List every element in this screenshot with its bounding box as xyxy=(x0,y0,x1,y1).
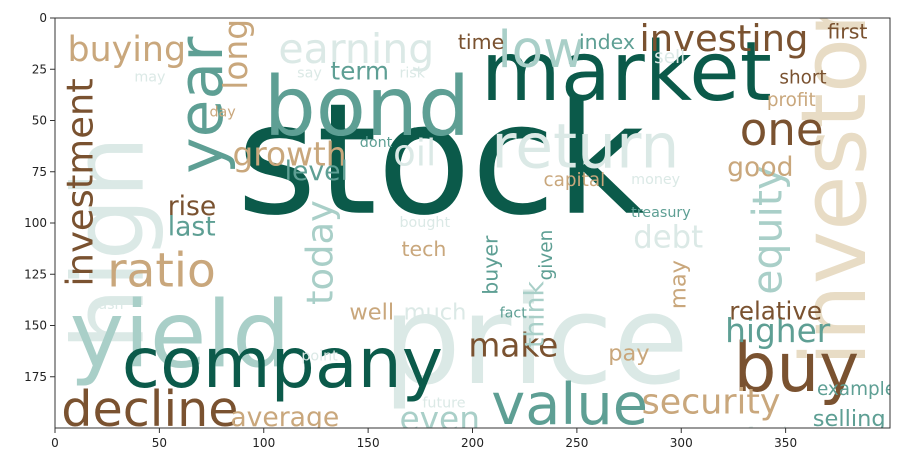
x-tick-label: 100 xyxy=(252,436,275,450)
x-tick-label: 250 xyxy=(565,436,588,450)
word-high: high xyxy=(53,136,167,351)
word-year: year xyxy=(165,36,237,174)
word-investor: investor xyxy=(782,0,887,367)
word-equity: equity xyxy=(743,166,791,295)
axes: 0 50 100 150 200 250 300 350 0 25 50 75 100 125 150 175 xyxy=(24,11,891,450)
word-value: value xyxy=(491,371,648,438)
word-money: money xyxy=(631,172,681,188)
word-level: level xyxy=(285,156,348,187)
word-term: term xyxy=(331,57,389,86)
word-even: even xyxy=(399,400,480,438)
word-profit: profit xyxy=(767,90,816,111)
word-investment: investment xyxy=(59,78,102,286)
x-tick-label: 200 xyxy=(461,436,484,450)
word-tech: tech xyxy=(402,237,447,261)
word-average: average xyxy=(230,402,339,433)
word-cash: cash xyxy=(90,297,123,313)
word-buy: buy xyxy=(733,328,859,407)
word-say: say xyxy=(297,65,322,81)
word-treasury: treasury xyxy=(631,205,691,221)
word-company: company xyxy=(122,323,443,404)
y-tick-label: 75 xyxy=(32,165,47,179)
word-bond: bond xyxy=(264,60,470,155)
word-pay: pay xyxy=(608,340,649,366)
word-ratio: ratio xyxy=(107,244,216,299)
word-much: much xyxy=(404,299,467,325)
y-tick-label: 125 xyxy=(24,267,47,281)
word-given: given xyxy=(536,230,557,281)
word-good: good xyxy=(727,152,793,183)
word-fundamental: fundamental xyxy=(746,424,863,445)
word-long: long xyxy=(217,19,255,90)
word-capital: capital xyxy=(543,170,605,191)
word-price: price xyxy=(383,270,689,413)
word-time: time xyxy=(458,30,504,54)
word-higher: higher xyxy=(725,312,831,350)
x-tick-label: 300 xyxy=(670,436,693,450)
word-selling: selling xyxy=(813,406,886,432)
y-tick-label: 0 xyxy=(39,11,47,25)
x-tick-label: 50 xyxy=(152,436,167,450)
word-stock: stock xyxy=(237,71,645,250)
y-tick-label: 25 xyxy=(32,62,47,76)
word-sell: sell xyxy=(654,47,685,68)
word-day: day xyxy=(209,104,236,120)
y-tick-label: 50 xyxy=(32,114,47,128)
word-example: example xyxy=(817,379,896,400)
y-tick-label: 100 xyxy=(24,216,47,230)
word-one: one xyxy=(740,103,824,156)
word-dont: dont xyxy=(360,135,393,151)
y-tick-label: 150 xyxy=(24,319,47,333)
word-last: last xyxy=(168,211,216,242)
word-security: security xyxy=(642,383,781,423)
word-relative: relative xyxy=(729,296,822,325)
word-rise: rise xyxy=(168,191,217,222)
x-tick-label: 0 xyxy=(51,436,59,450)
word-yield: yield xyxy=(70,281,291,389)
word-buying: buying xyxy=(68,30,187,70)
word-may: may xyxy=(665,260,691,309)
word-make: make xyxy=(468,326,558,364)
y-tick-label: 175 xyxy=(24,370,47,384)
word-future: future xyxy=(422,396,465,412)
word-oil: oil xyxy=(393,132,436,175)
word-point: point xyxy=(301,348,338,364)
word-risk: risk xyxy=(399,65,425,81)
word-well: well xyxy=(349,299,394,325)
word-growth: growth xyxy=(232,136,346,174)
word-think: think xyxy=(519,281,550,349)
word-today: today xyxy=(299,200,342,305)
word-index: index xyxy=(579,30,635,54)
plot-background xyxy=(55,18,890,428)
word-fact: fact xyxy=(500,305,528,321)
word-decline: decline xyxy=(61,380,238,438)
word-something: something xyxy=(395,437,471,453)
word-buyer: buyer xyxy=(479,235,503,295)
word-low: low xyxy=(498,20,585,80)
word-first: first xyxy=(827,20,867,44)
word-earning: earning xyxy=(278,25,434,73)
word-bought: bought xyxy=(399,215,450,231)
word-month: month xyxy=(55,441,101,457)
word-market: market xyxy=(481,25,772,120)
word-may: may xyxy=(134,70,166,86)
word-return: return xyxy=(491,111,679,183)
word-short: short xyxy=(779,68,826,89)
word-debt: debt xyxy=(633,221,703,256)
word-investing: investing xyxy=(640,17,809,60)
x-tick-label: 150 xyxy=(357,436,380,450)
x-tick-label: 350 xyxy=(774,436,797,450)
